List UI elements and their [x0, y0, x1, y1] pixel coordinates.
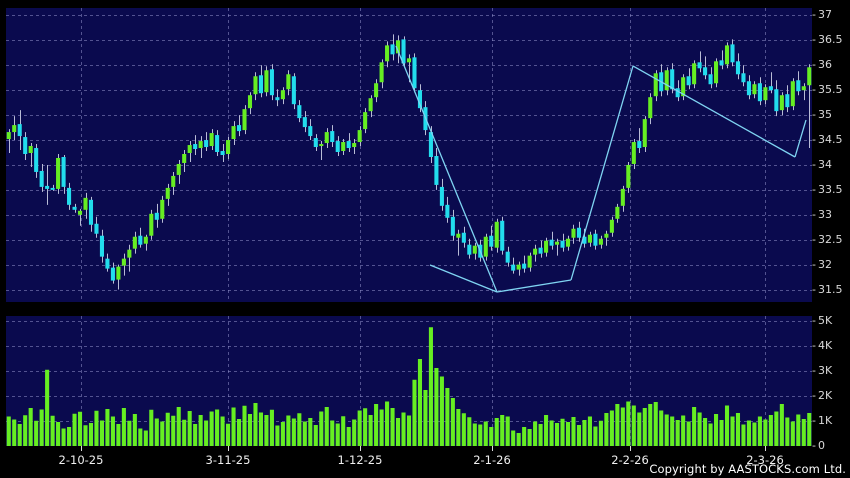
x-axis-tick-mark [360, 446, 361, 451]
price-chart-panel[interactable] [6, 8, 812, 302]
price-axis-tick: -32.5 [812, 232, 843, 246]
x-axis-tick-label: 1-12-25 [337, 453, 383, 467]
price-axis-tick: -31.5 [812, 282, 843, 296]
x-axis-tick-label: 2-2-26 [611, 453, 649, 467]
price-axis-tick: -34.5 [812, 133, 843, 147]
x-axis-tick-mark [228, 446, 229, 451]
volume-chart-svg [6, 316, 812, 446]
volume-axis-tick: -2K [812, 389, 833, 402]
volume-axis-tick: -3K [812, 364, 833, 377]
x-axis-tick-mark [81, 446, 82, 451]
volume-axis-tick: -0 [812, 439, 825, 452]
x-axis-tick-label: 2-10-25 [58, 453, 104, 467]
x-axis-tick-label: 3-11-25 [205, 453, 251, 467]
volume-axis-tick: -4K [812, 339, 833, 352]
volume-axis-tick: -1K [812, 414, 833, 427]
x-axis-tick-mark [630, 446, 631, 451]
x-axis-tick-label: 2-3-26 [746, 453, 784, 467]
x-axis-tick-mark [492, 446, 493, 451]
price-axis-tick: -34 [812, 157, 832, 171]
price-axis-tick: -33 [812, 207, 832, 221]
copyright-notice: Copyright by AASTOCKS.com Ltd. [649, 462, 846, 476]
x-axis-tick-mark [765, 446, 766, 451]
price-axis-tick: -37 [812, 8, 832, 22]
price-axis-tick: -33.5 [812, 182, 843, 196]
price-axis-tick: -36.5 [812, 33, 843, 47]
price-axis-tick: -32 [812, 257, 832, 271]
price-axis-tick: -35.5 [812, 83, 843, 97]
volume-axis-tick: -5K [812, 314, 833, 327]
price-axis-tick: -35 [812, 108, 832, 122]
price-chart-svg [6, 8, 812, 302]
volume-chart-panel[interactable] [6, 316, 812, 446]
x-axis-tick-label: 2-1-26 [473, 453, 511, 467]
x-axis-labels: 2-10-25 3-11-25 1-12-25 2-1-26 2-2-26 2-3-26 [0, 446, 812, 468]
y-axis-labels: -37 -36.5 -36 -35.5 -35 -34.5 -34 -33.5 -33 -32.5… [812, 0, 850, 478]
price-axis-tick: -36 [812, 58, 832, 72]
